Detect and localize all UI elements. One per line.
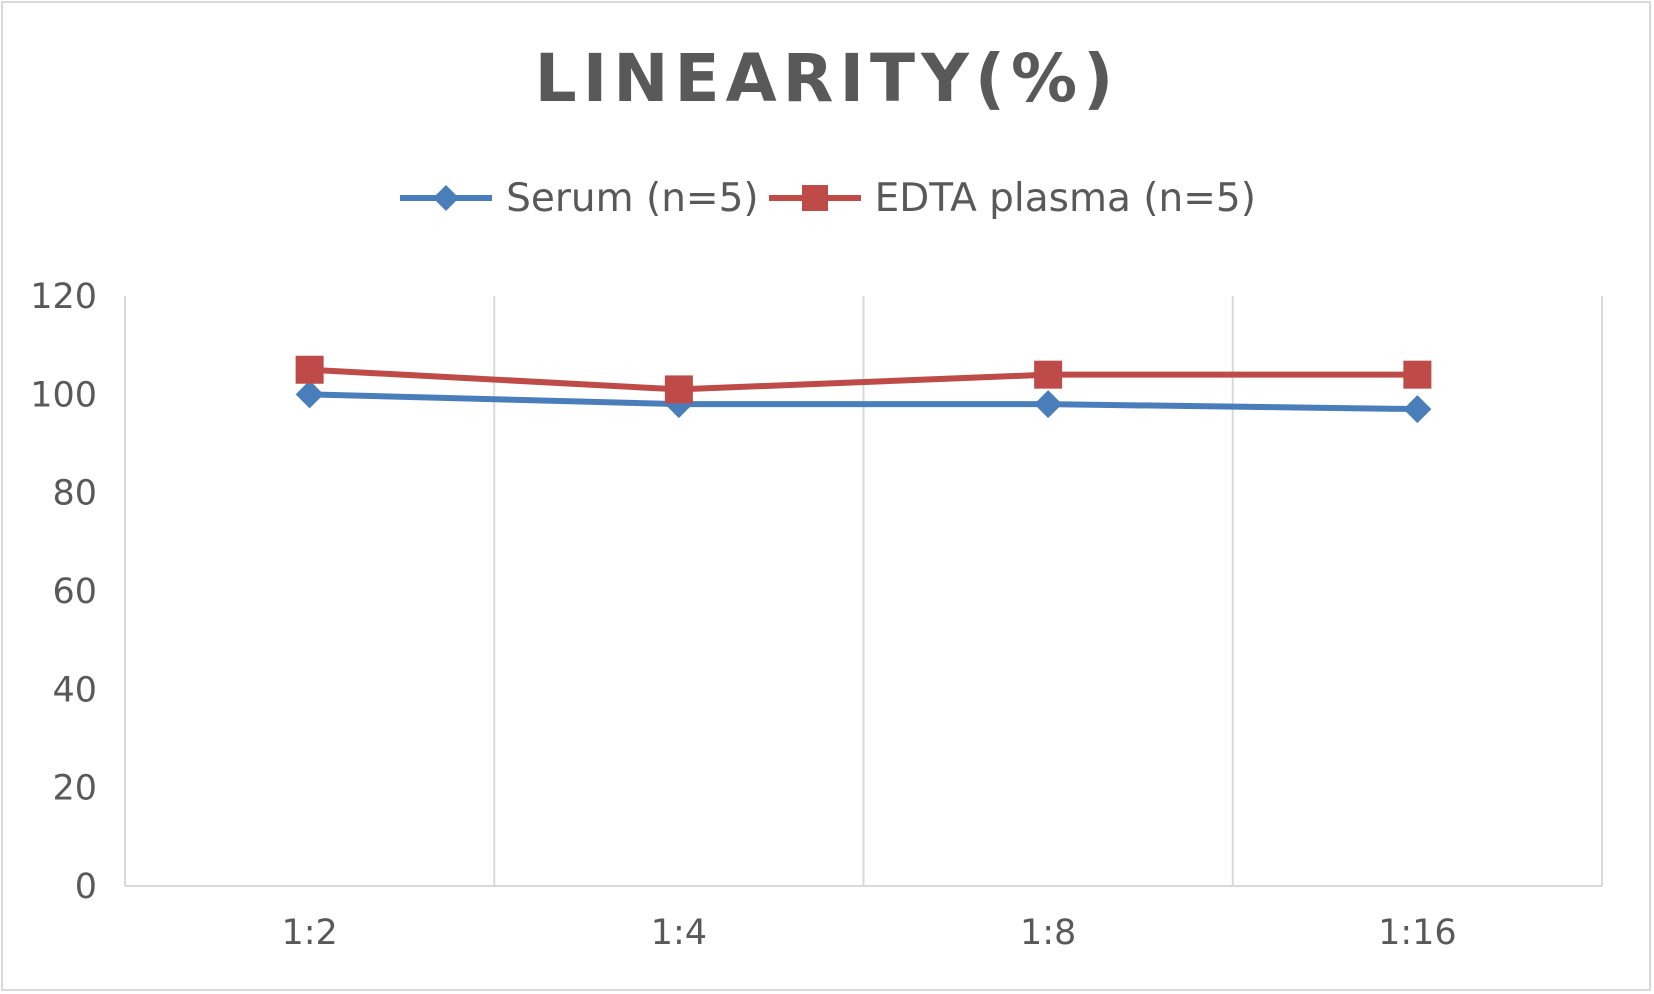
- series-line-edta-plasma-n-5: [309, 366, 1418, 393]
- x-tick-label: 1:8: [1020, 913, 1076, 953]
- chart-legend: Serum (n=5) EDTA plasma (n=5): [0, 168, 1654, 228]
- series-line-serum-n-5: [309, 391, 1418, 413]
- data-point-edta-plasma-n-5: [1034, 360, 1063, 389]
- data-point-edta-plasma-n-5: [295, 355, 324, 384]
- data-point-serum-n-5: [295, 380, 324, 409]
- x-tick-label: 1:16: [1378, 913, 1457, 953]
- legend-swatch-edta-plasma: [768, 185, 861, 211]
- y-tick-label: 60: [52, 572, 97, 612]
- legend-swatch-serum: [400, 185, 493, 211]
- legend-label-edta-plasma: EDTA plasma (n=5): [874, 175, 1256, 221]
- legend-label-serum: Serum (n=5): [506, 175, 759, 221]
- data-point-edta-plasma-n-5: [664, 375, 693, 404]
- chart-title: LINEARITY(%): [534, 40, 1120, 117]
- x-tick-label: 1:2: [281, 913, 337, 953]
- data-point-serum-n-5: [1403, 395, 1432, 424]
- y-tick-label: 120: [30, 277, 97, 317]
- y-tick-label: 0: [75, 867, 97, 907]
- y-tick-label: 100: [30, 375, 97, 415]
- data-point-serum-n-5: [1034, 390, 1063, 419]
- y-tick-label: 80: [52, 474, 97, 514]
- y-tick-label: 20: [52, 769, 97, 809]
- y-tick-label: 40: [52, 670, 97, 710]
- legend-item-serum: Serum (n=5): [398, 176, 759, 221]
- x-tick-label: 1:4: [651, 913, 707, 953]
- legend-item-edta-plasma: EDTA plasma (n=5): [767, 176, 1256, 221]
- data-point-edta-plasma-n-5: [1403, 360, 1432, 389]
